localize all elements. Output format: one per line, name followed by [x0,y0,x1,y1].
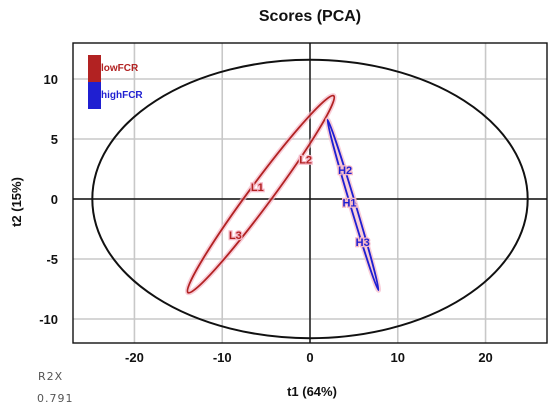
plot-frame [72,42,548,344]
data-point-L2: L2 [299,154,312,166]
x-tick-label: 0 [306,350,313,365]
x-tick-label: -10 [213,350,232,365]
data-point-L1: L1 [251,182,264,194]
r2x-value: 0.791 [37,392,74,405]
r2x-label: R2X [38,370,63,383]
x-tick-label: 20 [478,350,492,365]
y-tick-label: 5 [51,132,58,147]
x-tick-label: 10 [391,350,405,365]
x-axis-label: t1 (64%) [287,384,337,399]
data-point-H3: H3 [356,237,370,249]
y-tick-label: -10 [39,312,58,327]
legend-label-lowFCR: lowFCR [101,63,139,74]
hotelling-ellipse [91,58,529,340]
y-tick-label: -5 [46,252,58,267]
x-tick-label: -20 [125,350,144,365]
plot-area: L1 L2 L3 H1 H2 H3 -20 -10 0 10 20 -10 -5 0 5 10 lowFCR hi… [39,42,548,365]
group-ellipse-halo-lowFCR [184,93,337,296]
group-ellipse-lowFCR [186,94,336,294]
legend-swatch-highFCR [88,82,101,109]
legend-label-highFCR: highFCR [101,90,143,101]
legend-swatch-lowFCR [88,55,101,82]
data-point-H2: H2 [338,165,352,177]
data-point-H1: H1 [342,198,356,210]
chart-title: Scores (PCA) [259,8,361,25]
y-axis-label: t2 (15%) [9,177,24,227]
y-tick-label: 0 [51,192,58,207]
group-ellipse-highFCR [326,118,380,292]
data-point-L3: L3 [229,230,242,242]
y-tick-label: 10 [44,72,58,87]
